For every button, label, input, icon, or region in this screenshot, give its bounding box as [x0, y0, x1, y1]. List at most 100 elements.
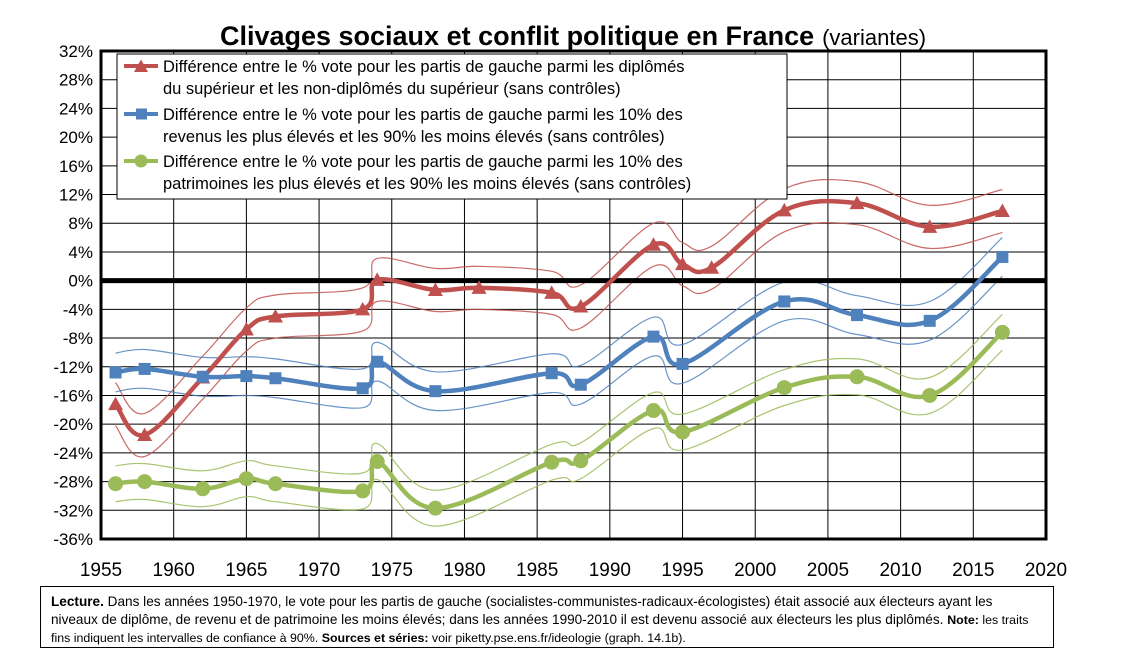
chart-title: Clivages sociaux et conflit politique en… — [220, 21, 926, 51]
data-point-2-10 — [645, 403, 661, 419]
x-axis-tick-labels: 1955 1960 1965 1970 1975 1980 1985 1990 1995 2000… — [80, 560, 1067, 580]
x-tick-label: 1975 — [371, 560, 413, 580]
series-markers — [108, 195, 1010, 516]
ci-line-2-lower — [115, 349, 1003, 527]
data-point-1-7 — [429, 385, 442, 398]
y-tick-label: 24% — [59, 99, 93, 118]
data-point-0-6 — [369, 272, 385, 286]
data-point-0-1 — [137, 427, 153, 441]
ci-line-2-upper — [115, 313, 1003, 491]
y-tick-label: -8% — [63, 329, 93, 348]
x-tick-label: 1965 — [225, 560, 267, 580]
lecture-text: Dans les années 1950-1970, le vote pour … — [51, 594, 993, 627]
data-point-1-8 — [545, 367, 558, 380]
data-point-1-10 — [647, 330, 660, 343]
y-tick-label: 4% — [68, 243, 93, 262]
legend-label-revenu-line1: Différence entre le % vote pour les part… — [163, 106, 683, 124]
data-point-1-9 — [574, 378, 587, 391]
x-tick-label: 2005 — [807, 560, 849, 580]
data-point-0-5 — [355, 301, 371, 316]
legend-circle-marker — [134, 154, 148, 168]
legend-square-marker — [136, 108, 147, 120]
data-point-2-14 — [922, 387, 938, 403]
y-tick-label: 16% — [59, 157, 93, 176]
data-point-2-5 — [355, 483, 371, 499]
x-tick-label: 2015 — [952, 560, 994, 580]
sources-text: voir piketty.pse.ens.fr/ideologie (graph… — [428, 631, 686, 645]
x-tick-label: 1980 — [443, 560, 485, 580]
data-point-1-13 — [851, 309, 863, 322]
y-tick-label: 28% — [59, 71, 93, 90]
x-tick-label: 1970 — [298, 560, 340, 580]
legend: Différence entre le % vote pour les part… — [116, 53, 788, 200]
legend-label-diplome-line2: du supérieur et les non-diplômés du supé… — [163, 80, 621, 98]
data-point-2-8 — [544, 454, 560, 470]
data-point-2-0 — [108, 476, 124, 492]
y-tick-label: -16% — [53, 386, 93, 405]
ci-line-0-lower — [115, 222, 1003, 458]
data-point-0-8 — [471, 280, 487, 294]
chart: Clivages sociaux et conflit politique en… — [53, 21, 1067, 580]
data-point-0-10 — [573, 298, 589, 313]
legend-label-diplome-line1: Différence entre le % vote pour les part… — [163, 58, 685, 76]
y-tick-label: 20% — [59, 128, 93, 147]
data-point-1-5 — [356, 382, 369, 395]
plot-frame — [99, 49, 1048, 541]
data-point-0-13 — [704, 260, 720, 274]
data-point-2-15 — [994, 324, 1010, 340]
legend-box — [116, 53, 788, 200]
data-point-2-12 — [776, 380, 792, 396]
data-point-0-16 — [922, 219, 938, 233]
data-point-2-1 — [137, 474, 153, 490]
y-tick-label: -36% — [53, 530, 93, 549]
legend-label-patrimoine-line1: Différence entre le % vote pour les part… — [163, 153, 683, 171]
data-point-0-12 — [675, 256, 691, 271]
data-point-2-4 — [267, 476, 283, 492]
data-point-1-4 — [269, 372, 282, 385]
data-point-2-6 — [369, 453, 385, 469]
x-tick-label: 1995 — [661, 560, 703, 580]
note-block: Note: les traits fins indiquent les inte… — [51, 613, 1028, 646]
x-tick-label: 1955 — [80, 560, 122, 580]
y-tick-label: -28% — [53, 473, 93, 492]
data-point-1-11 — [676, 357, 689, 370]
data-point-1-15 — [996, 250, 1009, 263]
ci-line-1-upper — [115, 237, 1003, 373]
data-point-0-14 — [776, 202, 792, 217]
sources-label: Sources et séries: — [321, 631, 429, 645]
data-point-0-7 — [427, 282, 443, 296]
data-point-0-3 — [238, 321, 254, 336]
x-tick-label: 2020 — [1025, 560, 1067, 580]
legend-label-patrimoine-line2: patrimoines les plus élevés et les 90% l… — [163, 175, 691, 193]
data-point-2-7 — [427, 500, 443, 516]
y-tick-label: -24% — [53, 444, 93, 463]
data-point-1-14 — [923, 314, 936, 327]
data-point-0-17 — [994, 203, 1010, 218]
y-tick-label: -12% — [53, 358, 93, 377]
legend-triangle-marker — [134, 59, 148, 72]
data-point-1-6 — [371, 355, 384, 368]
data-point-2-9 — [573, 453, 589, 469]
y-tick-label: -20% — [53, 415, 93, 434]
data-point-0-15 — [849, 195, 865, 210]
lecture-label: Lecture. — [51, 594, 104, 609]
chart-title-subtitle: (variantes) — [822, 25, 926, 50]
y-axis-tick-labels: -36% -32% -28% -24% -20% -16% -12% -8% -4% 0% 4% 8%… — [53, 42, 93, 549]
ci-line-1-lower — [115, 275, 1003, 412]
ci-line-0-upper — [115, 178, 1003, 415]
data-point-2-11 — [675, 424, 691, 440]
note-text: les traits fins indiquent les intervalle… — [51, 612, 1029, 646]
y-tick-label: -4% — [63, 300, 93, 319]
x-tick-label: 1985 — [516, 560, 558, 580]
note-label: Note: — [947, 612, 979, 627]
data-point-0-11 — [645, 237, 661, 251]
data-point-1-2 — [196, 370, 209, 383]
data-point-0-4 — [267, 309, 283, 323]
x-tick-label: 1990 — [589, 560, 631, 580]
y-tick-label: 0% — [68, 272, 93, 291]
lecture-note-box: Lecture. Dans les années 1950-1970, le v… — [40, 586, 1054, 648]
chart-title-main: Clivages sociaux et conflit politique en… — [220, 21, 814, 51]
data-point-1-3 — [240, 370, 253, 383]
data-point-1-12 — [778, 295, 791, 308]
y-tick-label: 12% — [59, 186, 93, 205]
